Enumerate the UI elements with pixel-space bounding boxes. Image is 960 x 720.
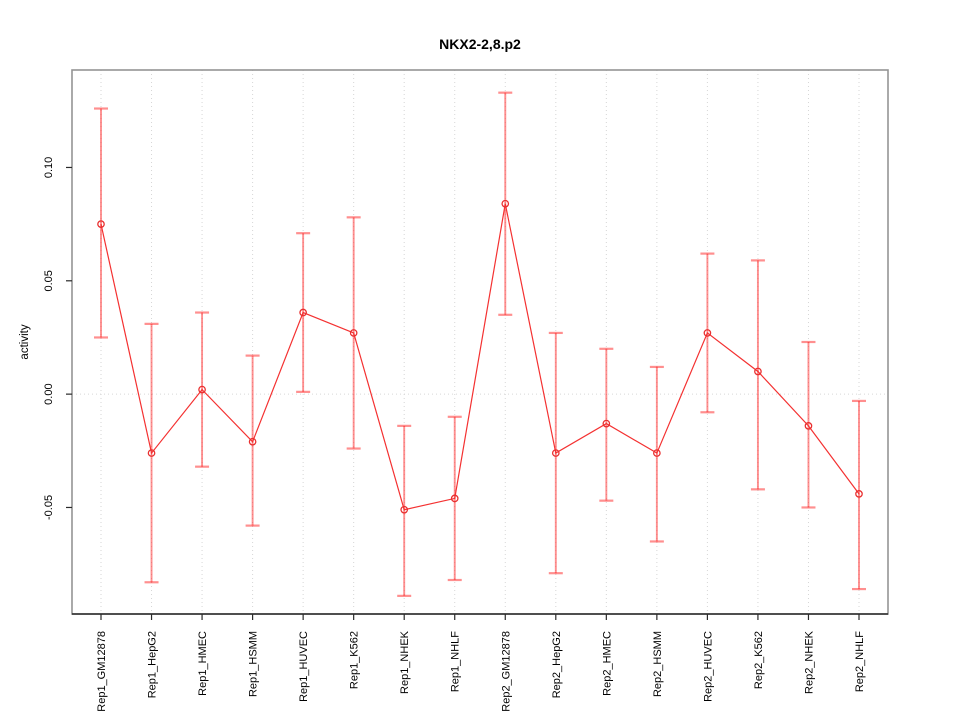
data-point (501, 199, 510, 208)
error-bar (94, 107, 108, 339)
data-point (754, 367, 762, 376)
y-tick-label: -0.05 (43, 495, 55, 520)
data-point (400, 505, 409, 514)
x-tick-label: Rep2_HSMM (652, 631, 664, 697)
y-axis-title: activity (19, 324, 31, 360)
error-bar (852, 399, 866, 591)
x-tick-label: Rep2_NHLF (854, 631, 866, 692)
data-point (147, 449, 156, 457)
data-point (551, 449, 560, 457)
plot-border (71, 69, 889, 615)
y-tick-label: 0.00 (43, 383, 55, 404)
chart-title: NKX2-2,8.p2 (439, 36, 521, 52)
x-tick-label: Rep2_NHEK (803, 630, 815, 694)
series-line (100, 203, 860, 511)
data-point (299, 308, 307, 317)
error-bar (397, 424, 412, 597)
data-point (349, 329, 358, 337)
data-point (653, 449, 661, 457)
error-bar (649, 365, 664, 543)
data-point (703, 329, 712, 337)
data-point (804, 422, 813, 430)
data-point (248, 437, 257, 446)
y-tick-label: 0.10 (43, 157, 55, 178)
x-tick-label: Rep1_GM12878 (96, 631, 108, 712)
x-tick-label: Rep2_K562 (753, 631, 765, 689)
error-bar (599, 347, 614, 502)
data-point (198, 385, 206, 394)
error-bar (801, 340, 816, 509)
x-tick-label: Rep1_HMEC (197, 631, 209, 696)
x-tick-label: Rep1_HSMM (248, 631, 260, 697)
data-point (602, 419, 611, 428)
x-tick-label: Rep1_K562 (349, 631, 361, 689)
x-tick-label: Rep1_HepG2 (147, 631, 159, 698)
x-tick-label: Rep2_GM12878 (500, 631, 512, 712)
data-point (855, 490, 863, 498)
y-tick-label: 0.05 (43, 270, 55, 291)
data-point (450, 494, 459, 503)
x-tick-label: Rep1_HUVEC (298, 631, 310, 702)
x-tick-label: Rep2_HMEC (601, 631, 613, 696)
data-point (97, 220, 105, 228)
x-tick-label: Rep2_HUVEC (702, 631, 714, 702)
x-tick-label: Rep1_NHEK (399, 630, 411, 694)
x-tick-label: Rep2_HepG2 (551, 631, 563, 698)
x-tick-label: Rep1_NHLF (450, 631, 462, 692)
